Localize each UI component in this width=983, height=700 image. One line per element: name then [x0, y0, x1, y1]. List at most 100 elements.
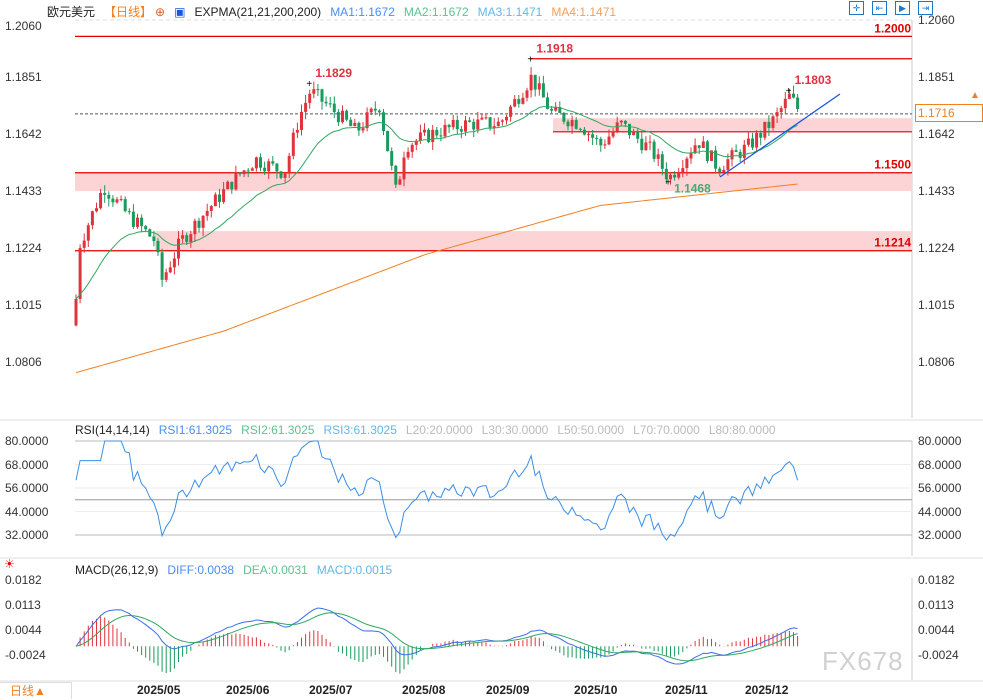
- candle-body: [595, 137, 599, 139]
- ema200-line: [75, 183, 798, 374]
- candle-body: [488, 117, 492, 128]
- rsi-axis-label: 68.0000: [918, 457, 962, 472]
- candle-body: [746, 138, 750, 145]
- price-axis-label-left: 1.1224: [5, 241, 42, 255]
- candle-body: [205, 210, 209, 216]
- l70-value: L70:70.0000: [633, 423, 700, 437]
- candle-body: [476, 119, 480, 130]
- candle-body: [533, 74, 537, 90]
- candle-body: [566, 121, 570, 127]
- candle-body: [537, 83, 541, 90]
- candle-body: [636, 131, 640, 139]
- l30-value: L30:30.0000: [481, 423, 549, 437]
- candle-body: [177, 238, 180, 259]
- candle-body: [275, 163, 279, 172]
- candle-body: [689, 153, 693, 159]
- support-zone: [75, 172, 912, 191]
- candle-body: [455, 119, 459, 130]
- candle-body: [582, 129, 586, 135]
- candle-body: [505, 116, 508, 121]
- rsi-axis-label: 32.0000: [918, 528, 962, 542]
- candle-body: [656, 154, 660, 159]
- candle-body: [525, 90, 529, 98]
- candle-body: [673, 174, 677, 178]
- candle-body: [464, 120, 467, 132]
- candle-body: [783, 98, 787, 109]
- x-axis-label: 2025/12: [745, 683, 789, 697]
- period-label[interactable]: 【日线】: [104, 5, 153, 19]
- candle-body: [628, 123, 631, 136]
- candle-body: [271, 161, 275, 164]
- support-zone: [553, 118, 912, 132]
- candle-body: [361, 128, 365, 131]
- candle-body: [345, 110, 349, 120]
- rsi-title[interactable]: RSI(14,14,14): [75, 423, 150, 437]
- macd-title[interactable]: MACD(26,12,9): [75, 563, 159, 577]
- settings-sun-icon[interactable]: ☀: [4, 557, 15, 571]
- candle-body: [390, 151, 394, 166]
- candle-body: [127, 211, 131, 213]
- candle-body: [336, 112, 340, 123]
- candle-body: [734, 150, 738, 152]
- symbol-name: 欧元美元: [47, 5, 96, 19]
- candle-body: [779, 108, 783, 113]
- play-icon[interactable]: ▶: [895, 1, 910, 15]
- candle-body: [705, 141, 709, 161]
- candle-body: [160, 252, 164, 280]
- candle-body: [267, 161, 271, 172]
- candle-body: [152, 236, 156, 241]
- rsi3-value: RSI3:61.3025: [323, 423, 397, 437]
- annotation-label: 1.1829: [315, 66, 352, 80]
- candle-body: [648, 141, 652, 143]
- zoom-fit-icon[interactable]: ⇤: [872, 1, 887, 15]
- candle-body: [136, 217, 139, 227]
- indicator-name[interactable]: EXPMA(21,21,200,200): [194, 5, 322, 19]
- candle-body: [591, 134, 595, 138]
- period-button[interactable]: 日线▲: [0, 682, 72, 699]
- candle-body: [623, 120, 627, 124]
- candle-body: [710, 150, 713, 161]
- rsi-axis-label-left: 80.0000: [5, 434, 49, 448]
- candle-body: [697, 145, 701, 148]
- candle-body: [394, 165, 398, 185]
- candle-body: [263, 167, 267, 172]
- candle-body: [357, 122, 361, 131]
- macd-header: MACD(26,12,9) DIFF:0.0038 DEA:0.0031 MACD:0…: [75, 563, 401, 577]
- candle-body: [226, 181, 230, 190]
- candle-body: [681, 168, 685, 173]
- candle-body: [730, 150, 734, 160]
- indicator-icon[interactable]: ▣: [174, 5, 186, 19]
- candle-body: [197, 220, 201, 228]
- level-label: 1.2000: [874, 21, 911, 35]
- scroll-up-icon[interactable]: ▲: [970, 90, 980, 101]
- candle-body: [562, 112, 566, 122]
- crosshair-icon[interactable]: ✛: [849, 1, 864, 15]
- candle-body: [619, 120, 623, 123]
- macd-axis-label: -0.0024: [918, 648, 959, 662]
- candle-body: [418, 132, 422, 141]
- candle-body: [242, 170, 246, 175]
- rsi-axis-label-left: 68.0000: [5, 457, 49, 472]
- candle-body: [172, 258, 176, 268]
- price-axis-label: 1.1015: [918, 298, 955, 312]
- dea-line: [75, 612, 798, 662]
- rsi-axis-label-left: 32.0000: [5, 528, 49, 542]
- x-axis-label: 2025/08: [402, 683, 446, 697]
- annotation-label: 1.1918: [536, 42, 573, 56]
- candle-body: [230, 181, 234, 190]
- candle-body: [632, 131, 636, 136]
- marker-cross: +: [665, 177, 671, 188]
- macd-axis-label-left: 0.0113: [5, 598, 41, 613]
- candle-body: [304, 102, 308, 112]
- ma1-value: MA1:1.1672: [330, 5, 395, 19]
- add-icon[interactable]: ⊕: [155, 5, 166, 19]
- support-zone: [155, 231, 912, 251]
- candle-body: [546, 97, 549, 109]
- candle-body: [767, 121, 771, 128]
- move-end-icon[interactable]: ⇥: [918, 1, 933, 15]
- candle-body: [234, 172, 238, 190]
- candle-body: [213, 194, 217, 207]
- candle-body: [316, 89, 320, 91]
- candle-body: [771, 116, 775, 128]
